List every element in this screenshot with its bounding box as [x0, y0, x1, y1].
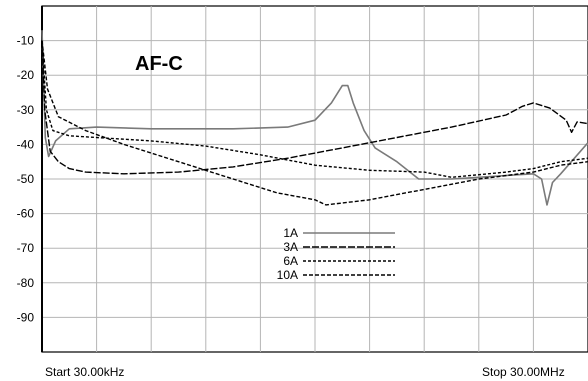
legend-label-1a: 1A	[283, 226, 298, 240]
y-tick-label: -90	[17, 310, 35, 324]
series-line-3a	[41, 40, 588, 175]
y-tick-labels: -10 -20 -30 -40 -50 -60 -70 -80 -90	[17, 34, 35, 325]
series-line-6a	[41, 40, 588, 179]
y-tick-label: -70	[17, 241, 35, 255]
series-line-10a	[41, 40, 588, 206]
y-tick-label: -20	[17, 68, 35, 82]
y-tick-label: -60	[17, 207, 35, 221]
y-tick-label: -40	[17, 137, 35, 151]
legend-label-6a: 6A	[283, 254, 298, 268]
grid	[41, 5, 588, 353]
x-start-label: Start 30.00kHz	[45, 365, 124, 379]
series-lines	[41, 30, 588, 206]
y-tick-label: -80	[17, 276, 35, 290]
y-tick-label: -10	[17, 34, 35, 48]
y-tick-label: -30	[17, 103, 35, 117]
x-stop-label: Stop 30.00MHz	[482, 365, 565, 379]
legend-label-3a: 3A	[283, 240, 298, 254]
legend-label-10a: 10A	[277, 268, 298, 282]
chart-title: AF-C	[135, 53, 183, 75]
y-tick-label: -50	[17, 172, 35, 186]
series-line-1a	[41, 30, 588, 206]
